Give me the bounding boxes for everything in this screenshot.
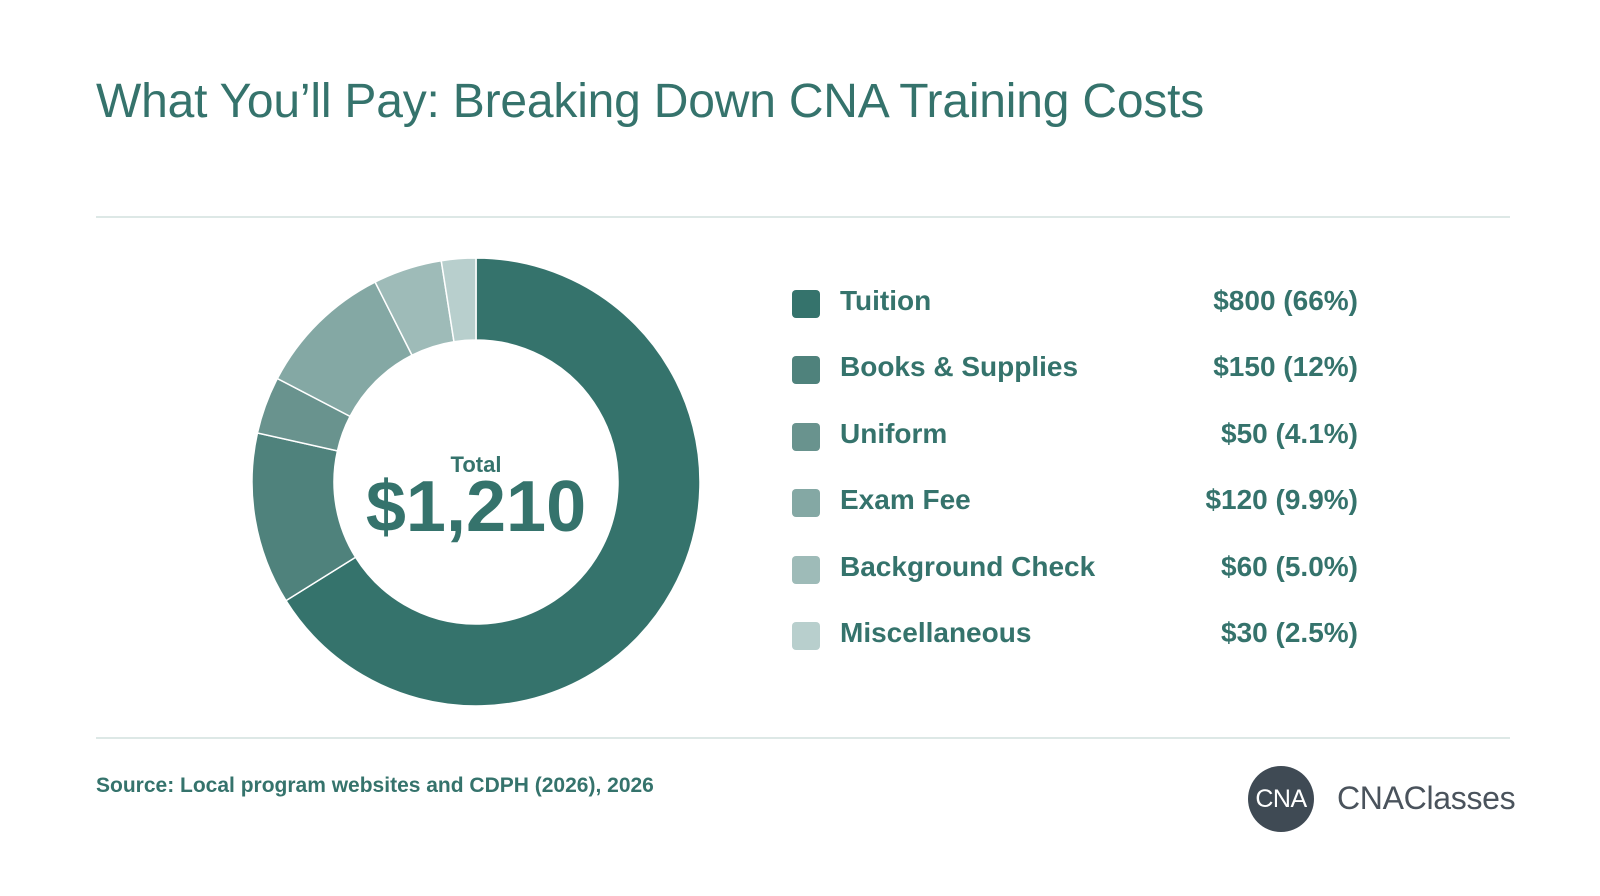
legend-value: $30 (2.5%): [1221, 616, 1358, 648]
brand-name: CNAClasses: [1337, 780, 1516, 816]
center-total-label: Total: [451, 452, 502, 477]
donut-slice: [440, 257, 477, 343]
legend-swatch: [792, 290, 820, 318]
legend-label: Uniform: [840, 417, 948, 449]
legend-value: $150 (12%): [1213, 351, 1358, 383]
center-total-value: $1,210: [366, 467, 586, 547]
legend-item: Tuition $800 (66%): [792, 283, 1358, 349]
legend-swatch: [792, 621, 820, 650]
legend-swatch: [792, 356, 820, 385]
brand-logo: CNA: [1248, 766, 1314, 832]
legend-value: $120 (9.9%): [1205, 484, 1358, 516]
legend-label: Tuition: [840, 285, 932, 316]
legend-item: Miscellaneous $30 (2.5%): [792, 615, 1358, 681]
legend-item: Books & Supplies $150 (12%): [792, 349, 1358, 415]
legend: Tuition $800 (66%) Books & Supplies $150 (1…: [792, 283, 1358, 681]
donut-slices: [251, 257, 701, 707]
legend-value: $50 (4.1%): [1221, 417, 1358, 449]
legend-item: Uniform $50 (4.1%): [792, 416, 1358, 482]
source-note: Source: Local program websites and CDPH …: [96, 774, 654, 797]
legend-value: $800 (66%): [1213, 285, 1358, 316]
donut-chart: Total $1,210: [251, 257, 701, 707]
donut-slice: [284, 257, 701, 707]
legend-label: Books & Supplies: [840, 351, 1079, 383]
legend-label: Miscellaneous: [840, 616, 1032, 648]
legend-label: Exam Fee: [840, 484, 971, 516]
bottom-divider: [96, 737, 1510, 739]
legend-item: Background Check $60 (5.0%): [792, 549, 1358, 615]
chart-title: What You’ll Pay: Breaking Down CNA Train…: [96, 75, 1205, 128]
legend-swatch: [792, 489, 820, 518]
legend-value: $60 (5.0%): [1221, 550, 1358, 582]
top-divider: [96, 216, 1510, 218]
legend-item: Exam Fee $120 (9.9%): [792, 482, 1358, 548]
legend-label: Background Check: [840, 550, 1096, 582]
legend-swatch: [792, 555, 820, 584]
legend-swatch: [792, 422, 820, 451]
